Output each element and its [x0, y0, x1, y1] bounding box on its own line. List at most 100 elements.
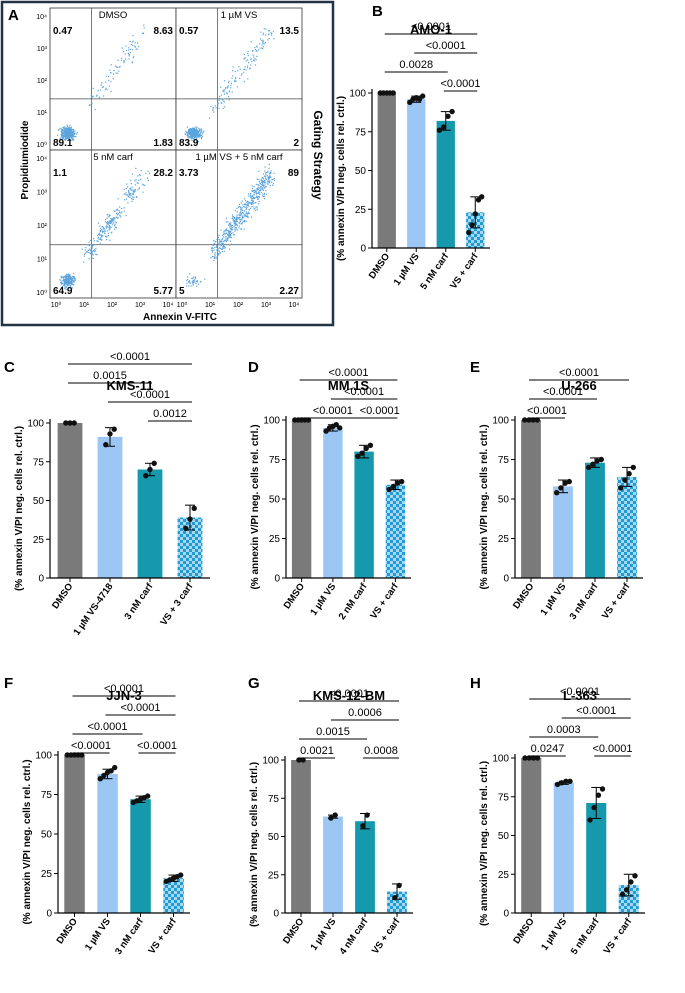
flow-dot	[63, 130, 65, 132]
data-point	[390, 90, 396, 96]
flow-dot	[200, 128, 202, 130]
flow-dot	[139, 174, 141, 176]
flow-dot	[268, 30, 270, 32]
flow-dot	[112, 217, 114, 219]
flow-dot	[231, 91, 233, 93]
flow-dot	[258, 200, 260, 203]
flow-dot	[246, 215, 248, 217]
flow-dot	[138, 174, 141, 176]
flow-dot	[252, 198, 255, 200]
flow-dot	[228, 234, 230, 236]
flow-dot	[110, 222, 112, 225]
x-tick-label: DMSO	[511, 916, 536, 946]
chart-title: U-266	[561, 378, 596, 393]
flow-dot	[64, 133, 66, 135]
y-axis-label: (% annexin V/PI neg. cells rel. ctrl.)	[14, 426, 25, 591]
flow-dot	[235, 220, 238, 222]
flow-dot	[64, 139, 67, 141]
flow-dot	[223, 89, 225, 91]
flow-dot	[262, 176, 264, 178]
flow-dot	[146, 177, 148, 179]
flow-dot	[273, 38, 275, 40]
flow-dot	[241, 223, 243, 225]
flow-dot	[117, 217, 119, 219]
flow-dot	[118, 210, 120, 212]
bar	[291, 420, 312, 578]
flow-dot	[246, 216, 248, 218]
flow-dot	[229, 226, 231, 228]
flow-dot	[187, 135, 189, 137]
x-tick-label: 4 nM carf	[338, 916, 371, 957]
flow-dot	[186, 282, 188, 284]
flow-dot	[198, 135, 200, 137]
flow-dot	[271, 34, 273, 36]
flow-dot	[228, 91, 230, 93]
flow-dot	[128, 47, 130, 49]
flow-dot	[61, 132, 63, 135]
flow-dot	[129, 48, 132, 50]
flow-dot	[221, 239, 223, 241]
flow-dot	[218, 238, 220, 240]
flow-dot	[227, 235, 229, 237]
flow-dot	[109, 225, 111, 227]
y-tick-label: 50	[269, 495, 281, 506]
flow-dot	[240, 210, 242, 212]
flow-dot	[67, 285, 69, 287]
flow-dot	[120, 216, 122, 218]
flow-dot	[117, 209, 119, 211]
flow-dot	[227, 238, 229, 240]
flow-dot	[106, 230, 108, 232]
flow-dot	[196, 130, 198, 132]
data-point	[466, 229, 472, 236]
bar	[97, 436, 123, 578]
data-point	[67, 420, 73, 426]
p-value-label: <0.0001	[543, 386, 583, 398]
flow-dot	[272, 179, 274, 181]
flow-dot	[244, 57, 246, 59]
flow-dot	[107, 226, 109, 228]
y-tick-label: 0	[274, 574, 280, 585]
flow-dot	[194, 278, 196, 280]
flow-dot	[190, 135, 192, 137]
flow-dot	[263, 28, 265, 30]
flow-dot	[227, 229, 229, 232]
flow-dot	[68, 284, 70, 286]
flow-dot	[273, 172, 275, 174]
flow-dot	[218, 243, 220, 245]
flow-dot	[253, 197, 255, 199]
flow-dot	[127, 202, 129, 204]
flow-dot	[250, 193, 252, 195]
flow-dot	[91, 250, 93, 252]
flow-dot	[132, 35, 134, 37]
flow-dot	[222, 247, 224, 249]
flow-dot	[225, 238, 227, 240]
flow-dot	[229, 234, 231, 236]
flow-dot	[138, 187, 140, 189]
flow-dot	[114, 221, 116, 223]
flow-dot	[218, 99, 220, 101]
flow-dot	[97, 238, 99, 240]
flow-dot	[253, 60, 256, 62]
flow-dot	[193, 127, 195, 129]
flow-dot	[258, 181, 260, 183]
flow-dot	[239, 205, 241, 208]
data-point	[619, 891, 626, 898]
flow-dot	[229, 224, 231, 226]
flow-dot	[126, 183, 128, 185]
y-tick-label: 75	[498, 455, 510, 466]
flow-dot	[257, 195, 259, 198]
bar	[355, 821, 375, 913]
flow-dot	[230, 82, 232, 84]
data-point	[534, 755, 541, 761]
flow-dot	[227, 239, 229, 241]
flow-dot	[69, 132, 72, 134]
data-point	[595, 792, 602, 798]
flow-dot	[261, 182, 264, 184]
flow-dot	[142, 32, 145, 34]
data-point	[394, 480, 401, 486]
flow-dot	[235, 223, 237, 225]
flow-dot	[247, 203, 249, 205]
flow-dot	[91, 245, 93, 247]
flow-dot	[74, 279, 76, 281]
bar	[291, 760, 311, 913]
